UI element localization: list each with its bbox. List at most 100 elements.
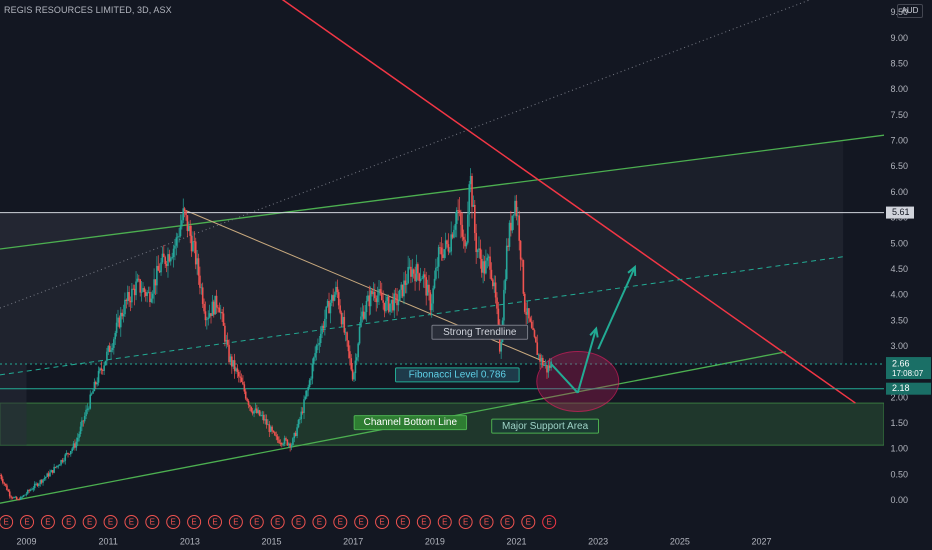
candle-body — [218, 307, 221, 313]
candle-body — [471, 175, 473, 207]
earnings-marker — [82, 515, 97, 529]
candle-body — [537, 354, 540, 356]
x-tick-label: 2027 — [751, 536, 771, 546]
candle-body — [51, 470, 54, 473]
candle-body — [274, 432, 276, 436]
candle-body — [546, 365, 548, 373]
candle-body — [212, 301, 215, 315]
candle-body — [10, 496, 12, 498]
candle-body — [319, 333, 322, 344]
candle-body — [548, 365, 551, 368]
candle-body — [519, 240, 522, 260]
candle-body — [419, 278, 422, 281]
candle-body — [132, 288, 135, 290]
candle-body — [476, 250, 479, 253]
countdown-text: 17:08:07 — [892, 369, 924, 378]
price-tag-bg — [886, 382, 931, 395]
candle-body — [411, 269, 414, 277]
candle-body — [443, 249, 446, 258]
candle-body — [33, 483, 36, 489]
price-tag-text: 5.61 — [892, 207, 910, 217]
x-tick-label: 2009 — [17, 536, 37, 546]
candle-body — [422, 274, 425, 279]
candle-body — [168, 254, 171, 262]
candle-body — [378, 289, 380, 296]
earnings-marker — [0, 515, 14, 529]
candle-body — [500, 342, 502, 352]
earnings-marker-label: E — [379, 518, 384, 527]
candle-body — [138, 278, 140, 280]
candle-body — [523, 293, 526, 312]
candle-body — [124, 299, 126, 315]
candle-body — [336, 286, 339, 293]
candle-body — [176, 236, 179, 238]
candle-body — [312, 357, 315, 365]
candle-body — [49, 472, 51, 477]
candle-body — [301, 411, 304, 413]
candle-body — [39, 480, 42, 484]
candle-body — [121, 312, 123, 317]
candle-body — [244, 391, 247, 399]
candle-body — [111, 347, 114, 350]
candle-body — [185, 210, 187, 216]
candle-body — [361, 311, 364, 317]
candle-body — [204, 311, 207, 321]
earnings-marker-label: E — [484, 518, 489, 527]
annotation-box — [395, 367, 520, 383]
candle-body — [387, 296, 390, 312]
annotation-4: Major Support Area — [491, 418, 599, 434]
candle-body — [544, 365, 547, 366]
candle-body — [25, 493, 28, 495]
candle-body — [530, 321, 533, 328]
earnings-marker — [61, 515, 76, 529]
candle-body — [324, 318, 326, 329]
candle-body — [369, 290, 372, 307]
candle-body — [439, 247, 441, 249]
earnings-marker — [270, 515, 285, 529]
earnings-marker — [166, 515, 181, 529]
annotation-2: Fibonacci Level 0.786 — [395, 367, 520, 383]
x-tick-label: 2023 — [588, 536, 608, 546]
candle-body — [315, 345, 318, 354]
candle-body — [539, 354, 541, 362]
candle-body — [271, 426, 273, 431]
candle-body — [267, 424, 269, 426]
candle-body — [179, 226, 182, 237]
candle-body — [237, 371, 240, 377]
candle-body — [50, 470, 53, 473]
candle-body — [117, 317, 119, 323]
candle-body — [64, 454, 67, 461]
candle-body — [505, 245, 508, 280]
candle-body — [188, 225, 190, 231]
candle-body — [89, 394, 92, 409]
candle-body — [103, 365, 105, 371]
candle-body — [404, 280, 407, 285]
candle-body — [482, 261, 484, 273]
candle-body — [400, 284, 403, 290]
candle-body — [189, 225, 191, 236]
candle-body — [357, 343, 359, 358]
currency-badge[interactable]: AUD — [897, 4, 923, 18]
y-tick-label: 8.50 — [890, 59, 908, 69]
candle-body — [487, 256, 490, 258]
candle-body — [332, 295, 334, 301]
candle-body — [283, 438, 286, 444]
candle-body — [46, 473, 49, 477]
candle-body — [139, 279, 142, 293]
candle-body — [496, 297, 498, 309]
candle-body — [535, 336, 537, 343]
downtrend-line — [281, 0, 856, 404]
y-tick-label: 3.50 — [890, 315, 908, 325]
candle-body — [489, 256, 491, 270]
candle-body — [258, 410, 261, 416]
candle-body — [222, 313, 225, 326]
candle-body — [265, 419, 268, 425]
candle-body — [74, 443, 76, 448]
y-tick-label: 5.00 — [890, 238, 908, 248]
candle-body — [353, 373, 355, 380]
annotation-3: Channel Bottom Line — [353, 415, 468, 431]
y-tick-label: 7.00 — [890, 136, 908, 146]
earnings-marker-label: E — [212, 518, 217, 527]
